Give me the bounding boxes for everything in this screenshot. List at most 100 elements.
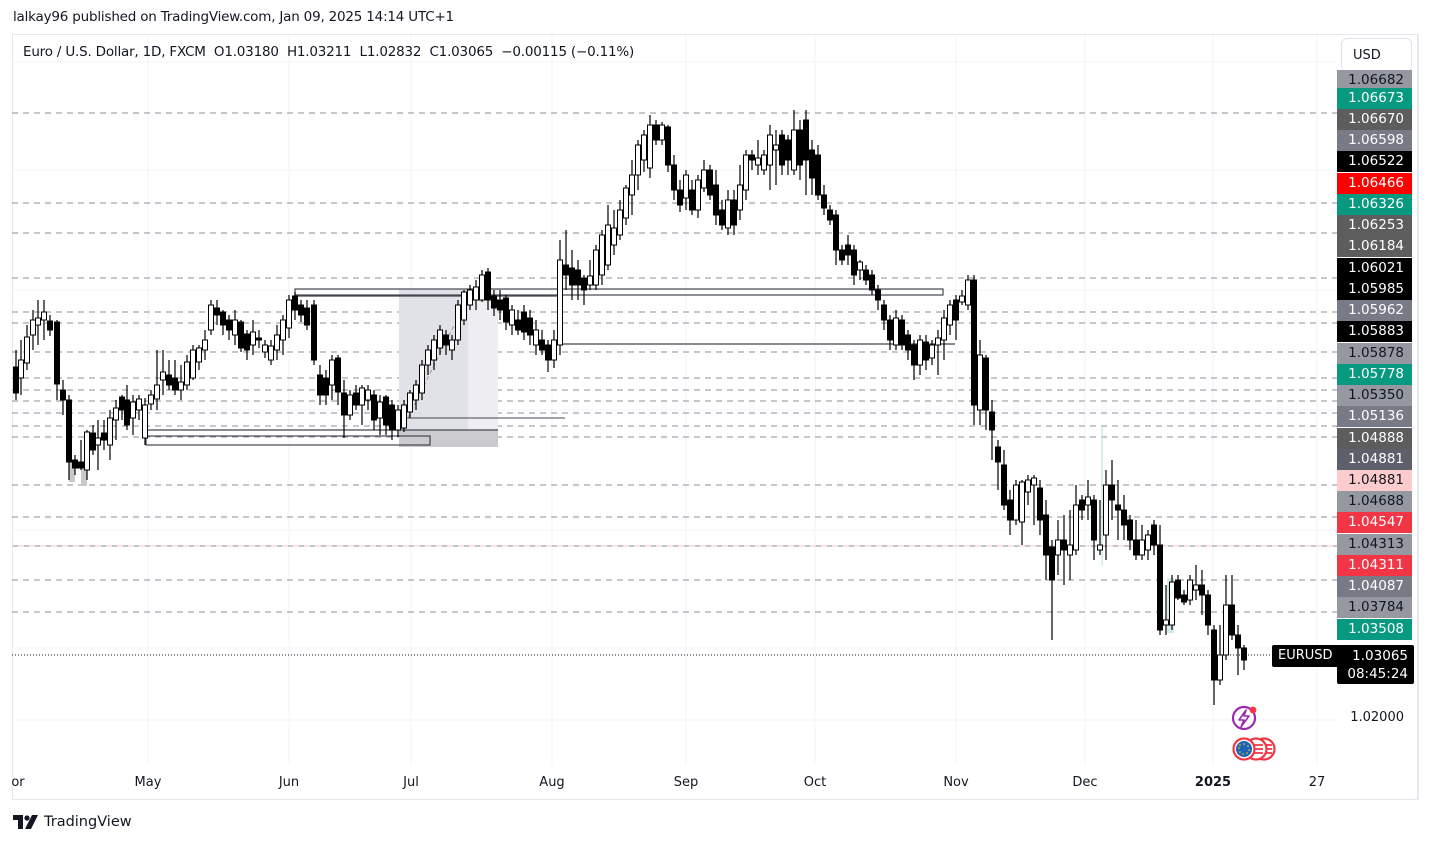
candle bbox=[298, 300, 304, 322]
candle bbox=[431, 335, 437, 370]
price-level-label: 1.04087 bbox=[1337, 576, 1412, 597]
candle bbox=[611, 210, 617, 255]
ohlc-close: C1.03065 bbox=[429, 44, 494, 60]
time-axis-label: Oct bbox=[803, 775, 827, 790]
candle bbox=[467, 285, 473, 310]
candle bbox=[1091, 495, 1097, 560]
ticker-tag: EURUSD bbox=[1272, 645, 1339, 667]
candle bbox=[695, 175, 701, 218]
price-level-label: 1.03508 bbox=[1337, 619, 1412, 640]
candle bbox=[329, 355, 335, 400]
currency-button[interactable]: USD bbox=[1341, 38, 1412, 72]
candle bbox=[419, 360, 425, 400]
candle bbox=[551, 330, 557, 368]
candle bbox=[1013, 480, 1019, 525]
candle bbox=[887, 315, 893, 350]
candle bbox=[90, 425, 96, 455]
candle bbox=[1133, 520, 1139, 560]
candle bbox=[1145, 530, 1151, 560]
tradingview-brand[interactable]: TradingView bbox=[13, 814, 132, 830]
candle bbox=[1049, 540, 1055, 640]
candle bbox=[713, 170, 719, 225]
price-level-label: 1.04688 bbox=[1337, 491, 1412, 512]
candle bbox=[851, 245, 857, 285]
candle bbox=[443, 330, 449, 355]
candle bbox=[425, 345, 431, 375]
symbol-legend: Euro / U.S. Dollar, 1D, FXCM O1.03180 H1… bbox=[23, 44, 634, 60]
candle bbox=[863, 265, 869, 285]
candle bbox=[719, 200, 725, 230]
price-level-label: 1.05883 bbox=[1337, 321, 1412, 342]
candle bbox=[142, 398, 148, 445]
candle bbox=[232, 310, 238, 345]
candle bbox=[947, 300, 953, 335]
horizontal-levels bbox=[12, 112, 1337, 656]
candle bbox=[1181, 590, 1187, 605]
candle bbox=[72, 455, 78, 475]
candle bbox=[1241, 645, 1247, 670]
candle bbox=[731, 190, 737, 235]
candlestick-chart[interactable] bbox=[12, 35, 1337, 765]
candle bbox=[743, 150, 749, 200]
candle bbox=[821, 185, 827, 215]
price-level-label: 1.04881 bbox=[1337, 449, 1412, 470]
candle bbox=[347, 390, 353, 420]
candle bbox=[286, 295, 292, 338]
price-level-label: 1.05985 bbox=[1337, 279, 1412, 300]
candle bbox=[767, 125, 773, 190]
candle bbox=[497, 290, 503, 320]
candle bbox=[809, 140, 815, 195]
candle bbox=[383, 395, 389, 435]
ohlc-open: O1.03180 bbox=[213, 44, 279, 60]
candle bbox=[659, 122, 665, 145]
candle bbox=[653, 120, 659, 145]
candle bbox=[148, 390, 154, 410]
brand-name: TradingView bbox=[44, 814, 132, 830]
candle bbox=[917, 335, 923, 375]
candle bbox=[292, 292, 298, 320]
candle bbox=[1229, 575, 1235, 640]
time-axis-label: May bbox=[134, 775, 162, 790]
candle bbox=[839, 245, 845, 265]
candle bbox=[875, 285, 881, 310]
candle bbox=[935, 330, 941, 375]
time-axis-label: Aug bbox=[539, 775, 565, 790]
candle bbox=[893, 310, 899, 350]
candle bbox=[54, 320, 60, 400]
candle bbox=[160, 350, 166, 395]
candle bbox=[1097, 500, 1103, 555]
candle bbox=[95, 420, 101, 470]
candle bbox=[154, 350, 160, 410]
candle bbox=[262, 340, 268, 358]
candle bbox=[473, 280, 479, 310]
current-price-value: 1.03065 bbox=[1352, 648, 1408, 664]
published-caption: lalkay96 published on TradingView.com, J… bbox=[13, 9, 454, 25]
candle bbox=[539, 330, 545, 355]
candle bbox=[256, 330, 262, 348]
time-axis-label: Nov bbox=[943, 775, 969, 790]
candle bbox=[929, 340, 935, 365]
candle bbox=[1157, 525, 1163, 635]
candle bbox=[130, 395, 136, 435]
candle bbox=[989, 400, 995, 460]
candle bbox=[749, 150, 755, 170]
candle bbox=[953, 295, 959, 340]
price-level-label: 1.06021 bbox=[1337, 258, 1412, 279]
candle bbox=[995, 440, 1001, 490]
candle bbox=[509, 305, 515, 335]
candle bbox=[503, 295, 509, 330]
candle bbox=[395, 405, 401, 437]
candle bbox=[1223, 575, 1229, 660]
candle bbox=[1199, 570, 1205, 615]
candle bbox=[178, 365, 184, 400]
candle bbox=[881, 300, 887, 330]
time-axis-label: Jul bbox=[403, 775, 419, 790]
events-icons[interactable] bbox=[1230, 705, 1290, 769]
candle bbox=[773, 130, 779, 185]
ohlc-high: H1.03211 bbox=[286, 44, 352, 60]
bar-countdown: 08:45:24 bbox=[1347, 666, 1408, 682]
candle bbox=[491, 290, 497, 316]
candle bbox=[1235, 625, 1241, 675]
candle bbox=[304, 300, 310, 330]
candle bbox=[617, 200, 623, 240]
